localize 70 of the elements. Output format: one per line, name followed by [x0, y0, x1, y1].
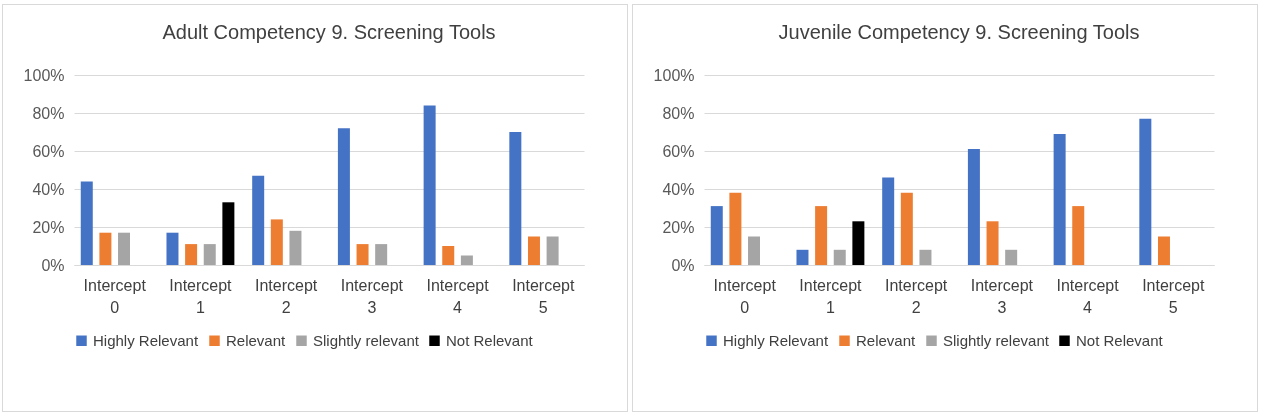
x-tick-label: Intercept 1	[799, 276, 863, 316]
y-tick-label: 80%	[662, 104, 695, 122]
bar	[882, 177, 895, 265]
bar	[546, 236, 559, 265]
bar	[710, 206, 723, 265]
x-tick-label: Intercept 2	[885, 276, 948, 316]
y-tick-label: 20%	[662, 218, 695, 236]
bar	[729, 192, 742, 265]
legend-label: Slightly relevant	[313, 331, 420, 349]
bar	[527, 236, 540, 265]
bar	[203, 244, 216, 265]
legend-label: Relevant	[856, 331, 917, 349]
bar	[748, 236, 761, 265]
x-tick-label: Intercept 0	[83, 276, 147, 316]
y-tick-label: 40%	[662, 180, 695, 198]
bar	[833, 249, 846, 265]
legend-label: Relevant	[226, 331, 287, 349]
y-tick-label: 40%	[32, 180, 65, 198]
y-tick-label: 100%	[23, 66, 65, 84]
legend-label: Not Relevant	[1076, 331, 1164, 349]
x-tick-label: Intercept 5	[1142, 276, 1205, 316]
bar	[442, 246, 455, 265]
legend-label: Highly Relevant	[723, 331, 829, 349]
bar	[509, 132, 522, 265]
x-tick-label: Intercept 3	[340, 276, 404, 316]
legend-label: Slightly relevant	[943, 331, 1050, 349]
bar	[356, 244, 369, 265]
bar	[1053, 133, 1066, 265]
bar	[375, 244, 388, 265]
chart-title: Adult Competency 9. Screening Tools	[162, 21, 496, 43]
bar	[80, 181, 93, 265]
legend-label: Highly Relevant	[93, 331, 199, 349]
legend-label: Not Relevant	[446, 331, 534, 349]
x-tick-label: Intercept 0	[713, 276, 777, 316]
x-tick-label: Intercept 4	[1056, 276, 1120, 316]
bar	[900, 192, 913, 265]
y-tick-label: 100%	[653, 66, 695, 84]
x-tick-label: Intercept 1	[169, 276, 233, 316]
bar	[852, 221, 865, 265]
y-tick-label: 60%	[662, 142, 695, 160]
bar	[1139, 118, 1152, 265]
bar	[986, 221, 999, 265]
x-tick-label: Intercept 4	[426, 276, 490, 316]
bar	[423, 105, 436, 265]
chart-title: Juvenile Competency 9. Screening Tools	[778, 21, 1140, 43]
bar	[815, 206, 828, 265]
bar	[118, 232, 131, 265]
y-tick-label: 20%	[32, 218, 65, 236]
bar	[1005, 249, 1018, 265]
y-tick-label: 80%	[32, 104, 65, 122]
bar	[166, 232, 179, 265]
bar	[796, 249, 809, 265]
bar	[337, 128, 350, 265]
bar	[1157, 236, 1170, 265]
y-tick-label: 0%	[41, 256, 65, 274]
y-tick-label: 60%	[32, 142, 65, 160]
bar	[222, 202, 235, 265]
bar	[1072, 206, 1085, 265]
bar	[289, 230, 302, 265]
bar	[967, 149, 980, 265]
bar	[919, 249, 932, 265]
y-tick-label: 0%	[671, 256, 695, 274]
bar	[460, 255, 473, 265]
bar	[99, 232, 112, 265]
x-tick-label: Intercept 5	[512, 276, 575, 316]
x-tick-label: Intercept 2	[255, 276, 318, 316]
bar	[185, 244, 198, 265]
bar	[252, 175, 265, 265]
x-tick-label: Intercept 3	[970, 276, 1034, 316]
bar	[270, 219, 283, 265]
